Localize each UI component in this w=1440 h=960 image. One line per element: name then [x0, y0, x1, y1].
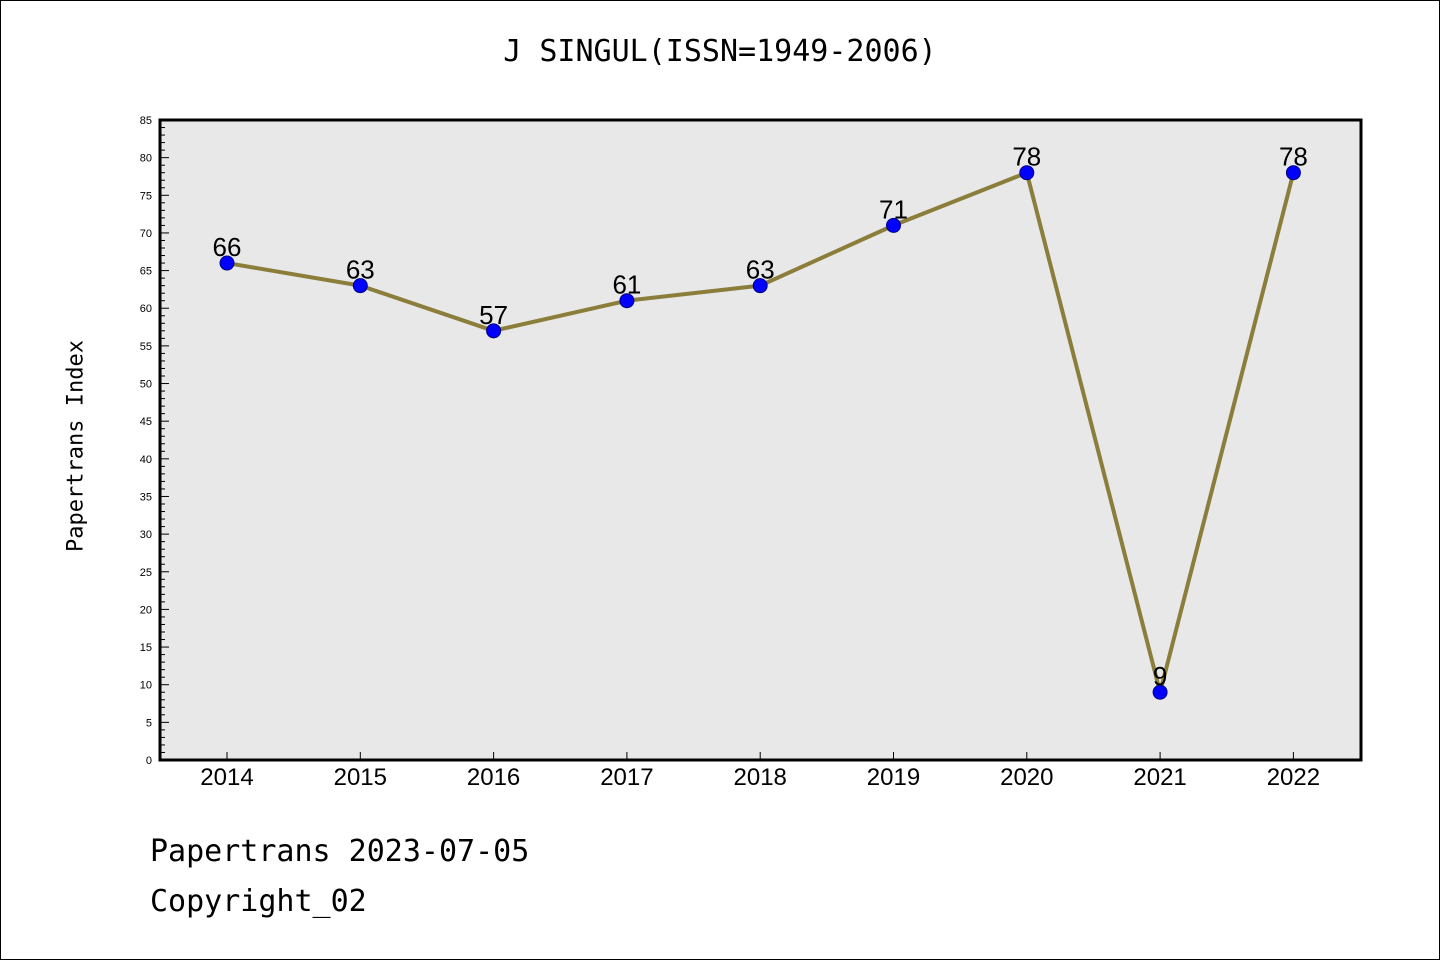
data-label: 63 [346, 255, 375, 285]
y-tick-label: 20 [140, 604, 152, 616]
x-axis-ticks: 2014 2015 2016 2017 2018 2019 2020 2021 2022 [200, 752, 1320, 791]
y-tick-label: 5 [146, 717, 152, 729]
y-tick-label: 10 [140, 680, 152, 692]
data-point [886, 217, 901, 233]
data-point [352, 278, 368, 294]
data-label: 66 [213, 232, 242, 262]
y-tick-label: 45 [140, 416, 152, 428]
y-tick-label: 15 [140, 642, 152, 654]
x-tick-label: 2017 [600, 764, 653, 791]
y-tick-label: 50 [140, 379, 152, 391]
y-tick-label: 40 [140, 454, 152, 466]
y-tick-label: 80 [140, 153, 152, 165]
x-tick-label: 2021 [1133, 764, 1186, 791]
y-tick-label: 35 [140, 491, 152, 503]
footer-date: Papertrans 2023-07-05 [150, 834, 530, 869]
x-tick-label: 2015 [334, 764, 387, 791]
data-label: 57 [479, 300, 508, 330]
data-label: 9 [1153, 661, 1167, 691]
y-tick-label: 65 [140, 266, 152, 278]
data-point [752, 278, 768, 294]
data-point [619, 293, 635, 309]
data-point [1285, 165, 1301, 181]
x-tick-label: 2019 [867, 764, 920, 791]
data-point [486, 323, 502, 339]
y-tick-label: 60 [140, 303, 152, 315]
data-label: 78 [1279, 142, 1308, 172]
data-point [219, 255, 235, 271]
x-tick-label: 2018 [734, 764, 787, 791]
y-tick-label: 0 [146, 755, 152, 767]
y-tick-label: 25 [140, 567, 152, 579]
data-point [1019, 165, 1035, 181]
y-tick-label: 30 [140, 529, 152, 541]
series-group: 66 63 57 61 63 71 78 9 78 [213, 142, 1308, 700]
y-tick-label: 55 [140, 341, 152, 353]
footer-copyright: Copyright_02 [150, 884, 367, 919]
data-label: 61 [612, 270, 641, 300]
data-point [1152, 684, 1168, 700]
data-label: 71 [879, 194, 908, 224]
plot-border [158, 118, 1363, 762]
y-tick-label: 75 [140, 190, 152, 202]
x-tick-label: 2016 [467, 764, 520, 791]
x-tick-label: 2014 [200, 764, 253, 791]
x-tick-label: 2022 [1267, 764, 1320, 791]
y-tick-label: 85 [140, 115, 152, 127]
data-label: 63 [746, 255, 775, 285]
chart-title: J SINGUL(ISSN=1949-2006) [503, 34, 937, 69]
data-label: 78 [1012, 142, 1041, 172]
y-tick-label: 70 [140, 228, 152, 240]
x-tick-label: 2020 [1000, 764, 1053, 791]
plot-area [160, 120, 1361, 760]
